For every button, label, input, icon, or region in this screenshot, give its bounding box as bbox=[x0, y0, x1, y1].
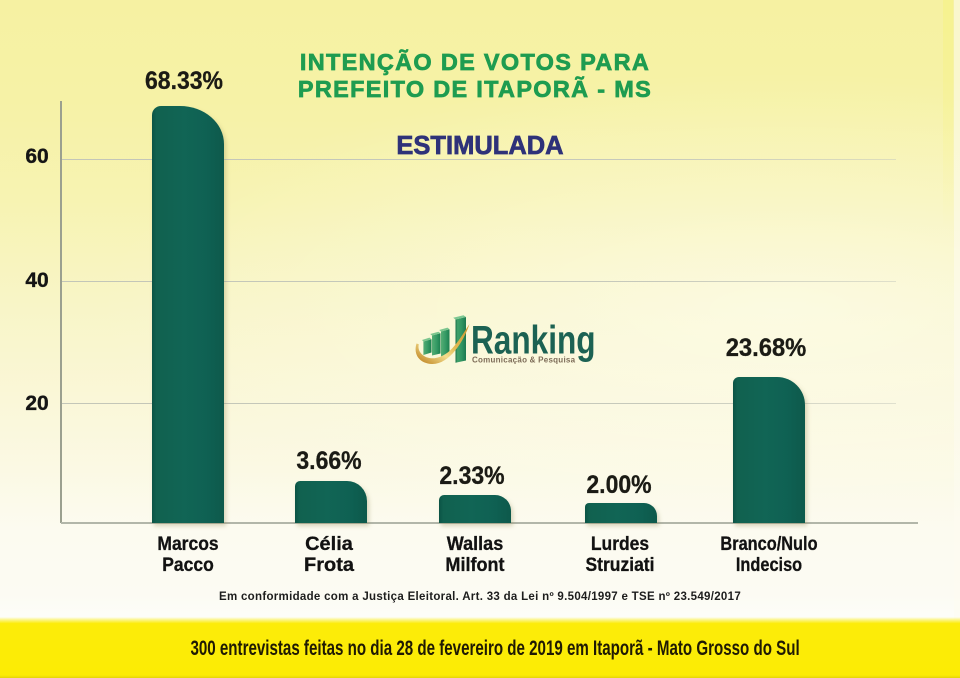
svg-text:Comunicação & Pesquisa: Comunicação & Pesquisa bbox=[472, 356, 576, 365]
svg-text:Ranking: Ranking bbox=[471, 317, 596, 362]
